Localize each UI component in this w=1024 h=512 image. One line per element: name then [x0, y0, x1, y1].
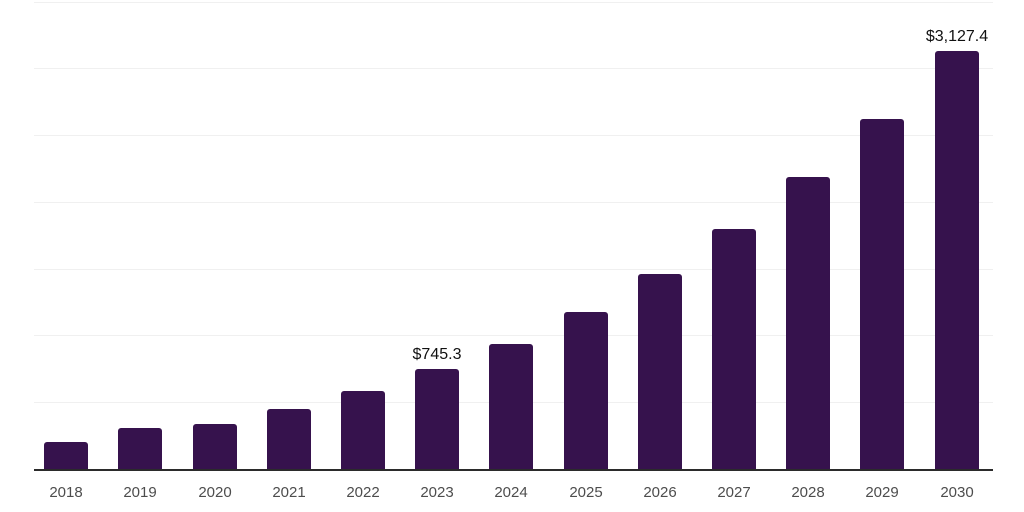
gridline-3500 — [34, 2, 993, 3]
bar-2021 — [267, 409, 311, 469]
gridline-2000 — [34, 202, 993, 203]
bar-2023 — [415, 369, 459, 469]
x-tick-2030: 2030 — [940, 484, 974, 501]
x-tick-2026: 2026 — [643, 484, 677, 501]
bar-2028 — [786, 177, 830, 469]
x-axis-line — [34, 469, 993, 471]
gridline-3000 — [34, 68, 993, 69]
gridline-2500 — [34, 135, 993, 136]
bar-2022 — [341, 391, 385, 469]
x-tick-2021: 2021 — [272, 484, 306, 501]
gridline-1000 — [34, 335, 993, 336]
x-tick-2019: 2019 — [123, 484, 157, 501]
bar-2026 — [638, 274, 682, 469]
x-tick-2028: 2028 — [791, 484, 825, 501]
data-label-2023: $745.3 — [412, 346, 462, 363]
x-tick-2020: 2020 — [198, 484, 232, 501]
bar-2018 — [44, 442, 88, 469]
x-tick-2018: 2018 — [49, 484, 83, 501]
bar-2029 — [860, 119, 904, 469]
bar-2020 — [193, 424, 237, 469]
x-tick-2023: 2023 — [420, 484, 454, 501]
x-tick-2027: 2027 — [717, 484, 751, 501]
x-tick-2029: 2029 — [865, 484, 899, 501]
x-tick-2022: 2022 — [346, 484, 380, 501]
bar-2030 — [935, 51, 979, 469]
bar-2025 — [564, 312, 608, 469]
bar-2024 — [489, 344, 533, 469]
bar-2027 — [712, 229, 756, 469]
gridline-1500 — [34, 269, 993, 270]
bar-2019 — [118, 428, 162, 469]
x-tick-2024: 2024 — [494, 484, 528, 501]
data-label-2030: $3,127.4 — [925, 28, 989, 45]
x-tick-2025: 2025 — [569, 484, 603, 501]
